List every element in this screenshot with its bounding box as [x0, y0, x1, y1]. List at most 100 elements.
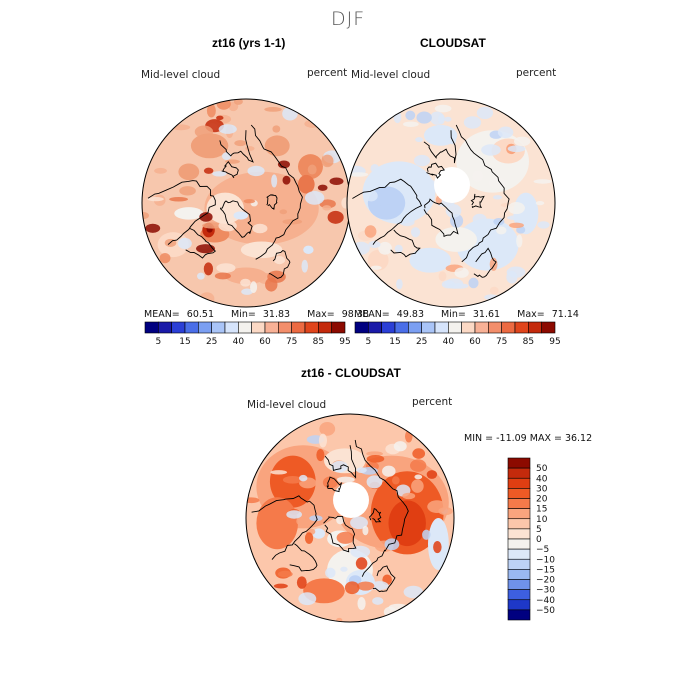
colorbar-swatch	[381, 321, 396, 334]
colorbar-swatch	[238, 321, 252, 334]
colorbar-swatch	[541, 321, 556, 334]
colorbar-swatch	[514, 321, 529, 334]
coastline	[423, 130, 457, 164]
contour-region	[423, 124, 458, 146]
diff-title: zt16 - CLOUDSAT	[301, 366, 401, 380]
diff-units-label: percent	[412, 396, 453, 408]
season-title: DJF	[331, 8, 366, 30]
coastline	[219, 130, 254, 163]
colorbar-tick-label: 60	[259, 337, 271, 347]
panel1-title: zt16 (yrs 1-1)	[212, 36, 286, 50]
colorbar-tick-label: 85	[523, 337, 534, 347]
panel1-variable-label: Mid-level cloud	[141, 69, 221, 81]
colorbar-swatch	[507, 579, 531, 590]
colorbar-swatch	[507, 467, 531, 479]
colorbar-swatch	[461, 321, 476, 334]
colorbar-swatch	[501, 321, 516, 334]
colorbar-tick-label: 20	[536, 495, 548, 505]
colorbar-tick-label: 5	[536, 525, 542, 535]
colorbar-swatch	[507, 518, 531, 530]
coastline	[147, 180, 216, 245]
colorbar-tick-label: 40	[443, 337, 455, 347]
contour-region	[225, 267, 267, 285]
diff-minmax: MIN = -11.09 MAX = 36.12	[464, 433, 593, 444]
coastline	[323, 515, 357, 553]
diff-map	[246, 414, 454, 622]
contour-region	[312, 528, 326, 539]
contour-region	[409, 247, 452, 273]
colorbar-tick-label: 10	[536, 515, 548, 525]
coastline	[251, 495, 318, 560]
colorbar-swatch	[507, 508, 531, 520]
colorbar-swatch	[291, 321, 306, 334]
panel1-max-value: 98.38	[341, 309, 369, 320]
panel1-mean-value: 60.51	[186, 309, 214, 320]
colorbar-swatch	[507, 477, 531, 489]
coastline	[470, 193, 485, 209]
colorbar-tick-label: −5	[536, 545, 549, 555]
colorbar-swatch	[198, 321, 212, 334]
panel2-min-value: 31.61	[472, 309, 501, 320]
coastline	[423, 198, 459, 238]
diff-map-border	[245, 413, 455, 623]
colorbar-swatch	[171, 321, 186, 334]
panel1-units-label: percent	[307, 67, 348, 79]
colorbar-tick-label: −50	[536, 606, 555, 616]
contour-region	[388, 500, 426, 547]
colorbar-swatch	[421, 321, 436, 334]
panel1-colorbar: 5 15 25 40 60 75 85 95	[144, 321, 351, 347]
panel1-min-label: Min=	[231, 309, 256, 320]
colorbar-tick-label: 5	[365, 337, 371, 347]
colorbar-tick-label: −40	[536, 596, 555, 606]
coastline	[352, 178, 423, 245]
coastline	[390, 229, 421, 258]
colorbar-swatch	[507, 599, 531, 611]
diff-variable-label: Mid-level cloud	[247, 399, 327, 411]
colorbar-swatch	[507, 538, 531, 550]
colorbar-tick-label: −20	[536, 576, 555, 586]
colorbar-swatch	[507, 498, 531, 509]
panel2-mean-label: MEAN=	[354, 309, 390, 320]
colorbar-swatch	[507, 457, 531, 469]
coastline	[221, 160, 239, 179]
coastline	[289, 543, 318, 572]
coastline	[354, 439, 409, 577]
polar-gap	[333, 482, 369, 518]
colorbar-tick-label: 85	[313, 337, 324, 347]
panel2-max-label: Max=	[517, 309, 545, 320]
colorbar-tick-label: 25	[416, 337, 427, 347]
contour-region	[233, 211, 249, 220]
colorbar-tick-label: 25	[206, 337, 217, 347]
contour-region	[256, 497, 299, 550]
panel2-max-value: 71.14	[551, 309, 579, 320]
colorbar-tick-label: −30	[536, 586, 555, 596]
panel1-map	[142, 99, 350, 307]
colorbar-swatch	[507, 548, 531, 560]
contour-region	[435, 226, 478, 252]
coastline	[219, 200, 253, 238]
panel2-map	[347, 99, 555, 307]
coastline	[455, 124, 510, 263]
colorbar-swatch	[211, 321, 226, 334]
colorbar-swatch	[184, 321, 199, 334]
colorbar-tick-label: 15	[536, 505, 547, 515]
colorbar-tick-label: 95	[549, 337, 560, 347]
contour-region	[303, 245, 314, 254]
coastline	[326, 476, 343, 493]
colorbar-swatch	[448, 321, 462, 334]
coastline	[268, 249, 291, 279]
panel2-min-label: Min=	[441, 309, 466, 320]
colorbar-swatch	[144, 321, 159, 334]
colorbar-swatch	[434, 321, 449, 334]
panel2-title: CLOUDSAT	[420, 36, 486, 50]
coastline	[369, 507, 382, 523]
panel2-units-label: percent	[516, 67, 557, 79]
polar-gap	[434, 167, 470, 203]
coastline	[324, 445, 357, 479]
colorbar-swatch	[507, 558, 531, 570]
colorbar-swatch	[507, 589, 531, 601]
coastline	[473, 247, 497, 278]
colorbar-tick-label: 30	[536, 484, 548, 494]
